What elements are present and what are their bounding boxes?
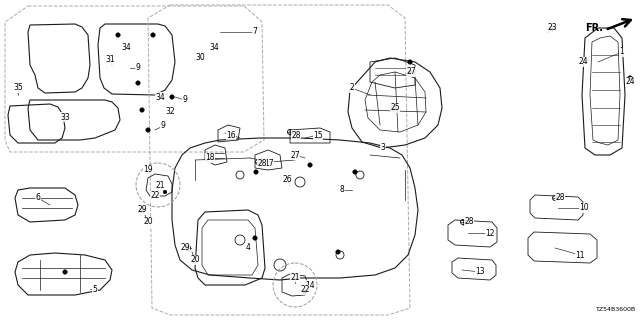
Text: 12: 12 — [485, 228, 495, 237]
Text: 19: 19 — [143, 165, 153, 174]
Text: 20: 20 — [143, 218, 153, 227]
Circle shape — [253, 236, 257, 240]
Text: 4: 4 — [246, 244, 250, 252]
Text: 23: 23 — [547, 22, 557, 31]
Circle shape — [308, 163, 312, 167]
Text: 34: 34 — [155, 92, 165, 101]
Text: 10: 10 — [579, 204, 589, 212]
Text: 22: 22 — [300, 285, 310, 294]
Text: 9: 9 — [136, 63, 140, 73]
Text: 30: 30 — [195, 53, 205, 62]
Circle shape — [408, 60, 412, 64]
Text: 8: 8 — [340, 186, 344, 195]
Text: 6: 6 — [36, 194, 40, 203]
Circle shape — [303, 290, 307, 294]
Text: 2: 2 — [349, 84, 355, 92]
Circle shape — [151, 33, 155, 37]
Text: 7: 7 — [253, 28, 257, 36]
Text: 1: 1 — [620, 47, 625, 57]
Text: 22: 22 — [150, 191, 160, 201]
Text: 9: 9 — [182, 95, 188, 105]
Text: 13: 13 — [475, 268, 485, 276]
Circle shape — [254, 170, 258, 174]
Text: 28: 28 — [464, 218, 474, 227]
Text: 28: 28 — [556, 194, 564, 203]
Text: 27: 27 — [290, 150, 300, 159]
Circle shape — [140, 108, 144, 112]
Text: 34: 34 — [121, 44, 131, 52]
Text: 28: 28 — [291, 131, 301, 140]
Circle shape — [336, 250, 340, 254]
Text: 32: 32 — [165, 108, 175, 116]
Text: 11: 11 — [575, 251, 585, 260]
Circle shape — [116, 33, 120, 37]
Text: TZ54B3600B: TZ54B3600B — [596, 307, 636, 312]
Text: 3: 3 — [381, 143, 385, 153]
Text: 14: 14 — [305, 281, 315, 290]
Text: 29: 29 — [137, 205, 147, 214]
Circle shape — [146, 128, 150, 132]
Text: 33: 33 — [60, 113, 70, 122]
Circle shape — [136, 81, 140, 85]
Text: 35: 35 — [13, 84, 23, 92]
Circle shape — [353, 170, 357, 174]
Text: 20: 20 — [190, 255, 200, 265]
Text: 5: 5 — [93, 284, 97, 293]
Text: 16: 16 — [226, 131, 236, 140]
Circle shape — [628, 76, 632, 80]
Text: 28: 28 — [257, 158, 267, 167]
Circle shape — [408, 70, 412, 74]
Text: 9: 9 — [161, 122, 165, 131]
Text: 18: 18 — [205, 154, 215, 163]
Text: FR.: FR. — [585, 23, 603, 33]
Text: 29: 29 — [180, 244, 190, 252]
Text: 15: 15 — [313, 131, 323, 140]
Text: 27: 27 — [406, 68, 416, 76]
Text: 26: 26 — [282, 175, 292, 185]
Circle shape — [170, 95, 174, 99]
Text: 17: 17 — [264, 158, 274, 167]
Text: 24: 24 — [578, 58, 588, 67]
Text: 21: 21 — [156, 180, 164, 189]
Text: 21: 21 — [291, 273, 300, 282]
Circle shape — [63, 270, 67, 274]
Text: 25: 25 — [390, 103, 400, 113]
Circle shape — [163, 190, 167, 194]
Text: 24: 24 — [625, 77, 635, 86]
Text: 31: 31 — [105, 55, 115, 65]
Text: 34: 34 — [209, 44, 219, 52]
